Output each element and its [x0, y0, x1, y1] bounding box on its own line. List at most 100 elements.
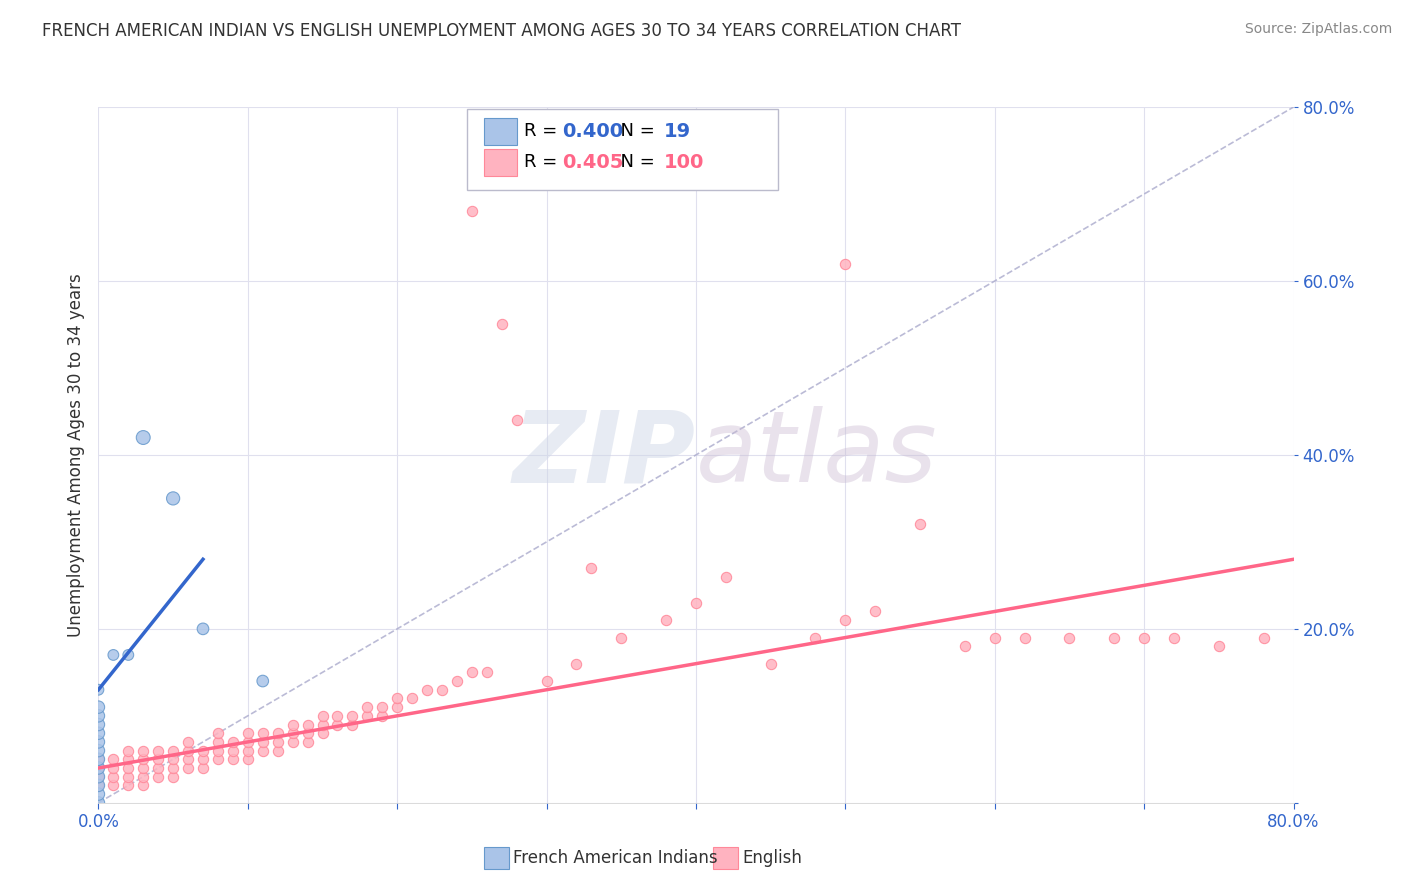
Point [297, 717, 319, 731]
Point [565, 657, 588, 671]
Point [177, 735, 200, 749]
Point [311, 726, 333, 740]
Point [908, 517, 931, 532]
Point [356, 700, 378, 714]
Point [385, 700, 409, 714]
Point [148, 761, 170, 775]
Point [491, 318, 513, 332]
Point [236, 744, 259, 758]
Point [87, 796, 110, 810]
Point [87, 778, 110, 793]
Point [87, 778, 110, 793]
Point [222, 735, 245, 749]
Point [87, 735, 110, 749]
Point [132, 752, 155, 766]
Point [87, 761, 110, 775]
Text: atlas: atlas [696, 407, 938, 503]
Point [87, 700, 110, 714]
Point [356, 708, 378, 723]
Point [87, 770, 110, 784]
Point [87, 708, 110, 723]
Point [177, 761, 200, 775]
Point [834, 613, 856, 627]
Point [297, 735, 319, 749]
Point [87, 770, 110, 784]
Point [162, 761, 184, 775]
Text: R =: R = [524, 122, 564, 140]
Point [506, 413, 529, 427]
Text: ZIP: ZIP [513, 407, 696, 503]
Point [865, 605, 887, 619]
Point [103, 770, 125, 784]
Point [236, 752, 259, 766]
Point [342, 717, 364, 731]
Point [685, 596, 707, 610]
Point [103, 778, 125, 793]
Point [222, 744, 245, 758]
Point [117, 752, 139, 766]
Point [87, 744, 110, 758]
Text: 100: 100 [664, 153, 704, 172]
Point [148, 744, 170, 758]
Point [430, 682, 453, 697]
Point [177, 744, 200, 758]
Point [1163, 631, 1185, 645]
Point [148, 752, 170, 766]
Point [342, 708, 364, 723]
Point [87, 682, 110, 697]
Point [1104, 631, 1126, 645]
Point [132, 770, 155, 784]
Text: 0.405: 0.405 [562, 153, 624, 172]
Point [326, 717, 349, 731]
Text: 0.400: 0.400 [562, 121, 623, 141]
Point [385, 691, 409, 706]
Point [953, 639, 976, 653]
Point [117, 778, 139, 793]
Point [461, 204, 484, 219]
Point [401, 691, 423, 706]
Text: English: English [742, 849, 803, 867]
Point [148, 770, 170, 784]
Point [132, 778, 155, 793]
Point [103, 752, 125, 766]
Point [281, 726, 304, 740]
Point [714, 570, 737, 584]
Point [655, 613, 678, 627]
Point [207, 735, 229, 749]
Point [297, 726, 319, 740]
Point [87, 752, 110, 766]
Point [371, 700, 394, 714]
Point [103, 761, 125, 775]
Point [267, 726, 290, 740]
Text: French American Indians: French American Indians [513, 849, 718, 867]
Point [446, 674, 468, 689]
Point [1014, 631, 1036, 645]
Point [1059, 631, 1081, 645]
Point [162, 770, 184, 784]
Point [267, 744, 290, 758]
Point [475, 665, 498, 680]
Point [236, 735, 259, 749]
Point [236, 726, 259, 740]
Point [834, 257, 856, 271]
Point [416, 682, 439, 697]
Point [281, 717, 304, 731]
Text: Source: ZipAtlas.com: Source: ZipAtlas.com [1244, 22, 1392, 37]
Point [117, 648, 139, 662]
Point [132, 430, 155, 444]
Text: N =: N = [609, 153, 661, 171]
Point [371, 708, 394, 723]
Point [162, 744, 184, 758]
Point [1208, 639, 1230, 653]
Point [252, 726, 274, 740]
Point [222, 752, 245, 766]
Point [326, 708, 349, 723]
Point [536, 674, 558, 689]
Point [87, 717, 110, 731]
Point [984, 631, 1007, 645]
Text: R =: R = [524, 153, 564, 171]
Point [311, 708, 333, 723]
Point [117, 761, 139, 775]
Y-axis label: Unemployment Among Ages 30 to 34 years: Unemployment Among Ages 30 to 34 years [66, 273, 84, 637]
Point [610, 631, 633, 645]
